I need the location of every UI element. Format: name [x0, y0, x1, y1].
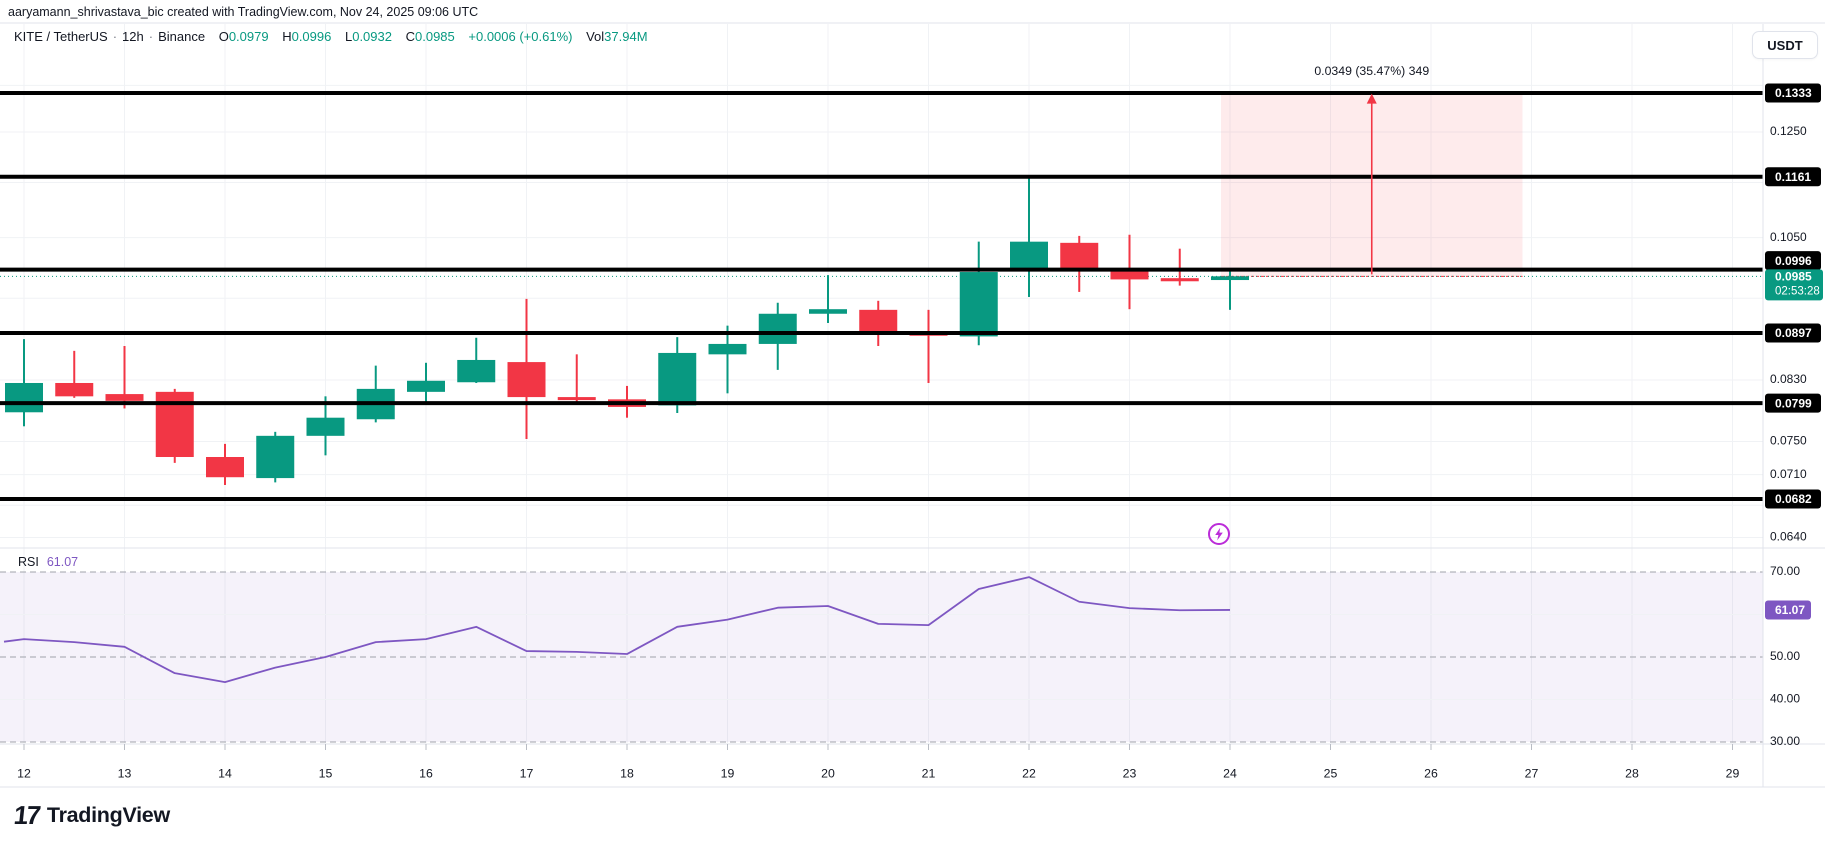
rsi-indicator-legend[interactable]: RSI 61.07: [18, 555, 78, 569]
time-axis-label: 16: [419, 766, 433, 780]
price-level-label-text: 0.0996: [1775, 254, 1812, 268]
close-value: 0.0985: [415, 29, 455, 44]
price-level-label-text: 0.0799: [1775, 396, 1812, 410]
rsi-axis-label: 40.00: [1770, 692, 1800, 706]
time-axis-label: 14: [218, 766, 232, 780]
price-level-label-text: 0.1333: [1775, 86, 1812, 100]
candle-body: [1211, 276, 1249, 281]
candle-body: [959, 272, 998, 337]
volume-label: Vol: [586, 29, 605, 44]
time-axis-label: 19: [721, 766, 735, 780]
symbol-legend[interactable]: KITE / TetherUS · 12h · Binance O0.0979 H0.0…: [14, 29, 648, 44]
current-price-label-text: 0.0985: [1775, 270, 1812, 284]
rsi-axis-label: 30.00: [1770, 734, 1800, 748]
time-axis-label: 22: [1022, 766, 1036, 780]
candle-body: [256, 435, 295, 479]
candle-body: [407, 380, 445, 392]
candle-body: [758, 313, 797, 344]
price-level-label: [1765, 489, 1821, 509]
close-label: C: [405, 29, 415, 44]
change-value: +0.0006 (+0.61%): [468, 29, 573, 44]
tradingview-logo[interactable]: 17 TradingView: [12, 800, 170, 830]
price-level-label-text: 0.0897: [1775, 326, 1812, 340]
exchange-label: Binance: [158, 29, 206, 44]
time-axis-label: 24: [1223, 766, 1237, 780]
separator-dot: ·: [148, 29, 154, 44]
time-axis-label: 25: [1324, 766, 1338, 780]
time-axis-label: 26: [1424, 766, 1438, 780]
time-axis-label: 29: [1726, 766, 1740, 780]
candle-body: [306, 417, 345, 436]
price-axis-label: 0.0640: [1770, 530, 1807, 544]
interval-label: 12h: [122, 29, 144, 44]
price-axis-label: 0.0750: [1770, 434, 1807, 448]
time-axis-label: 23: [1123, 766, 1137, 780]
symbol-name: KITE / TetherUS: [14, 29, 108, 44]
candle-body: [1160, 278, 1199, 282]
measure-label: 0.0349 (35.47%) 349: [1314, 64, 1429, 78]
candle-body: [557, 397, 596, 401]
candle-body: [1110, 268, 1149, 280]
time-axis-label: 21: [922, 766, 936, 780]
tradingview-logo-mark: 17: [12, 800, 41, 830]
candle-body: [1010, 241, 1048, 271]
current-price-label: [1765, 269, 1823, 301]
bar-countdown-text: 02:53:28: [1775, 285, 1820, 297]
time-axis-label: 17: [520, 766, 534, 780]
low-value: 0.0932: [352, 29, 392, 44]
price-level-label-text: 0.0682: [1775, 492, 1812, 506]
candle-body: [1060, 242, 1099, 269]
time-axis-label: 28: [1625, 766, 1639, 780]
price-level-label: [1765, 251, 1821, 271]
rsi-axis-label: 50.00: [1770, 649, 1800, 663]
volume-value: 37.94M: [604, 29, 648, 44]
price-level-label: [1765, 83, 1821, 103]
rsi-axis-label: 70.00: [1770, 564, 1800, 578]
rsi-value: 61.07: [46, 555, 79, 569]
candle-body: [859, 309, 898, 334]
price-axis-label: 0.1050: [1770, 230, 1807, 244]
time-axis-label: 27: [1525, 766, 1539, 780]
candle-body: [105, 394, 144, 401]
currency-unit-button[interactable]: USDT: [1752, 31, 1818, 59]
price-axis-label: 0.0710: [1770, 467, 1807, 481]
price-axis-label: 0.1250: [1770, 124, 1807, 138]
time-axis-label: 15: [319, 766, 333, 780]
measure-arrow-head: [1366, 93, 1377, 104]
candle-body: [809, 309, 847, 314]
high-label: H: [282, 29, 292, 44]
candle-body: [457, 359, 496, 383]
open-label: O: [218, 29, 229, 44]
rsi-line: [3, 576, 1231, 683]
candle-body: [708, 343, 747, 355]
price-axis-label: 0.0830: [1770, 372, 1807, 386]
time-axis-label: 20: [821, 766, 835, 780]
candle-body: [55, 382, 94, 397]
candle-body: [5, 382, 43, 413]
rsi-name: RSI: [18, 555, 39, 569]
time-axis-label: 18: [620, 766, 634, 780]
candle-body: [507, 362, 546, 398]
time-axis-label: 13: [118, 766, 132, 780]
candle-body: [206, 457, 244, 478]
rsi-value-label: [1765, 600, 1811, 620]
price-level-label: [1765, 323, 1821, 343]
separator-dot: ·: [112, 29, 118, 44]
price-level-label-text: 0.1161: [1775, 170, 1811, 184]
high-value: 0.0996: [291, 29, 332, 44]
low-label: L: [344, 29, 353, 44]
currency-unit-label: USDT: [1767, 37, 1803, 53]
time-axis-label: 12: [17, 766, 31, 780]
price-level-label: [1765, 167, 1821, 187]
attribution-text: aaryamann_shrivastava_bic created with T…: [8, 5, 479, 19]
candle-body: [658, 352, 697, 406]
open-value: 0.0979: [228, 29, 269, 44]
price-level-label: [1765, 393, 1821, 413]
rsi-value-label-text: 61.07: [1775, 603, 1805, 617]
lightning-icon[interactable]: [1207, 522, 1231, 546]
tradingview-logo-word: TradingView: [46, 802, 170, 827]
